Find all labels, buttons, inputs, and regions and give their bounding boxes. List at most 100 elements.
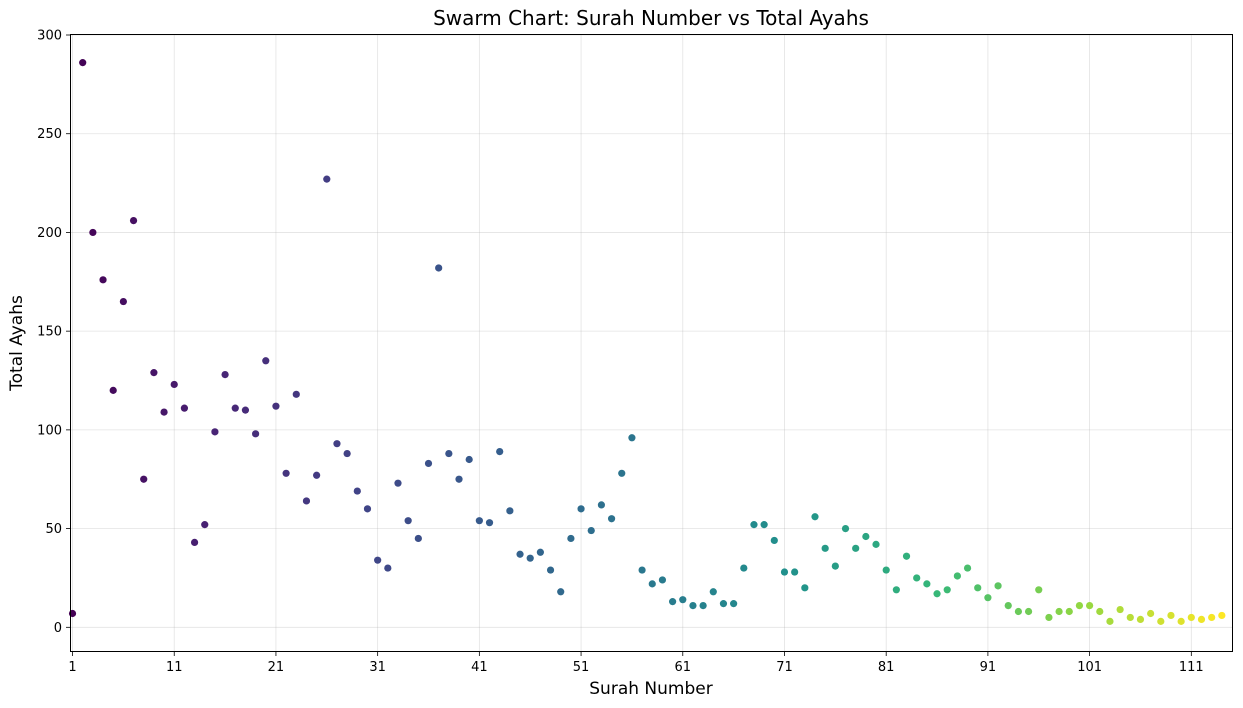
- data-point: [79, 59, 87, 67]
- data-point: [882, 566, 890, 574]
- data-point: [1167, 611, 1175, 620]
- x-tick-label: 21: [268, 660, 285, 675]
- data-point: [648, 580, 656, 588]
- data-point: [1208, 613, 1216, 622]
- data-point: [1024, 607, 1033, 616]
- data-point: [333, 440, 341, 448]
- y-tick-label: 0: [54, 621, 62, 636]
- x-tick-label: 11: [166, 660, 183, 675]
- data-point: [1197, 615, 1206, 624]
- data-point: [292, 390, 300, 398]
- data-point: [241, 406, 250, 414]
- data-point: [852, 544, 860, 552]
- data-point: [984, 594, 992, 602]
- data-point: [455, 475, 463, 483]
- data-point: [567, 534, 575, 543]
- data-point: [89, 228, 97, 237]
- y-tick-label: 50: [45, 522, 62, 537]
- data-point: [221, 370, 229, 379]
- y-tick-label: 150: [37, 325, 62, 340]
- data-point: [424, 459, 433, 468]
- data-point: [506, 507, 514, 515]
- x-tick-label: 111: [1179, 660, 1204, 675]
- data-point: [496, 447, 504, 456]
- grid-lines: [71, 34, 1232, 651]
- data-point: [791, 568, 799, 576]
- x-tick-label: 91: [980, 660, 997, 675]
- data-point: [669, 598, 677, 606]
- data-point: [628, 434, 636, 442]
- data-point: [394, 479, 402, 487]
- data-point: [780, 568, 789, 576]
- data-point: [1157, 617, 1165, 625]
- data-point: [811, 513, 819, 521]
- data-point: [1177, 617, 1185, 625]
- data-point: [1035, 586, 1043, 594]
- data-point: [902, 552, 911, 560]
- data-point: [1055, 607, 1063, 616]
- data-point: [180, 404, 189, 412]
- data-point: [658, 576, 667, 584]
- data-point: [282, 469, 290, 477]
- data-point: [923, 580, 931, 588]
- data-point: [1045, 613, 1053, 622]
- data-point: [1126, 613, 1134, 622]
- data-point: [465, 455, 473, 464]
- data-point: [129, 216, 138, 225]
- data-point: [770, 536, 778, 545]
- data-point: [801, 584, 809, 592]
- data-point: [170, 380, 178, 389]
- data-point: [211, 428, 219, 436]
- data-point: [1136, 615, 1145, 624]
- data-point: [384, 564, 392, 572]
- data-point: [1014, 607, 1023, 616]
- y-tick-label: 250: [37, 127, 62, 142]
- x-tick-label: 81: [878, 660, 895, 675]
- data-points: [68, 59, 1226, 625]
- data-point: [1075, 601, 1084, 610]
- data-point: [913, 574, 921, 582]
- data-point: [1065, 607, 1073, 616]
- data-point: [160, 408, 168, 416]
- data-point: [699, 601, 707, 610]
- data-point: [445, 449, 453, 458]
- data-point: [190, 538, 199, 547]
- x-tick-label: 61: [675, 660, 692, 675]
- data-point: [689, 601, 697, 610]
- data-point: [404, 517, 412, 525]
- data-point: [974, 584, 982, 592]
- data-point: [821, 544, 829, 552]
- data-point: [272, 402, 280, 410]
- data-point: [516, 550, 524, 558]
- data-point: [99, 276, 107, 284]
- data-point: [252, 430, 260, 438]
- data-point: [353, 487, 361, 495]
- chart-title: Swarm Chart: Surah Number vs Total Ayahs: [433, 6, 869, 30]
- data-point: [618, 469, 626, 477]
- data-point: [1187, 613, 1195, 622]
- data-point: [587, 526, 595, 535]
- x-tick-label: 41: [471, 660, 488, 675]
- data-point: [536, 548, 544, 556]
- data-point: [607, 515, 616, 523]
- data-point: [994, 582, 1002, 590]
- data-point: [302, 497, 311, 505]
- axis-ticks: 1 11 21 31 41 51 61 71 81 91 101 111050100150200250…: [37, 29, 1204, 676]
- data-point: [343, 449, 351, 458]
- data-point: [597, 501, 606, 509]
- data-point: [150, 369, 158, 377]
- data-point: [414, 534, 422, 543]
- data-point: [577, 505, 585, 513]
- data-point: [933, 590, 941, 598]
- y-axis-label: Total Ayahs: [7, 295, 27, 392]
- y-tick-label: 100: [37, 423, 62, 438]
- x-tick-label: 71: [776, 660, 793, 675]
- data-point: [119, 297, 127, 306]
- y-tick-label: 300: [37, 29, 62, 44]
- data-point: [892, 586, 900, 594]
- data-point: [750, 521, 758, 529]
- data-point: [963, 564, 972, 572]
- y-tick-label: 200: [37, 226, 62, 241]
- data-point: [323, 175, 331, 183]
